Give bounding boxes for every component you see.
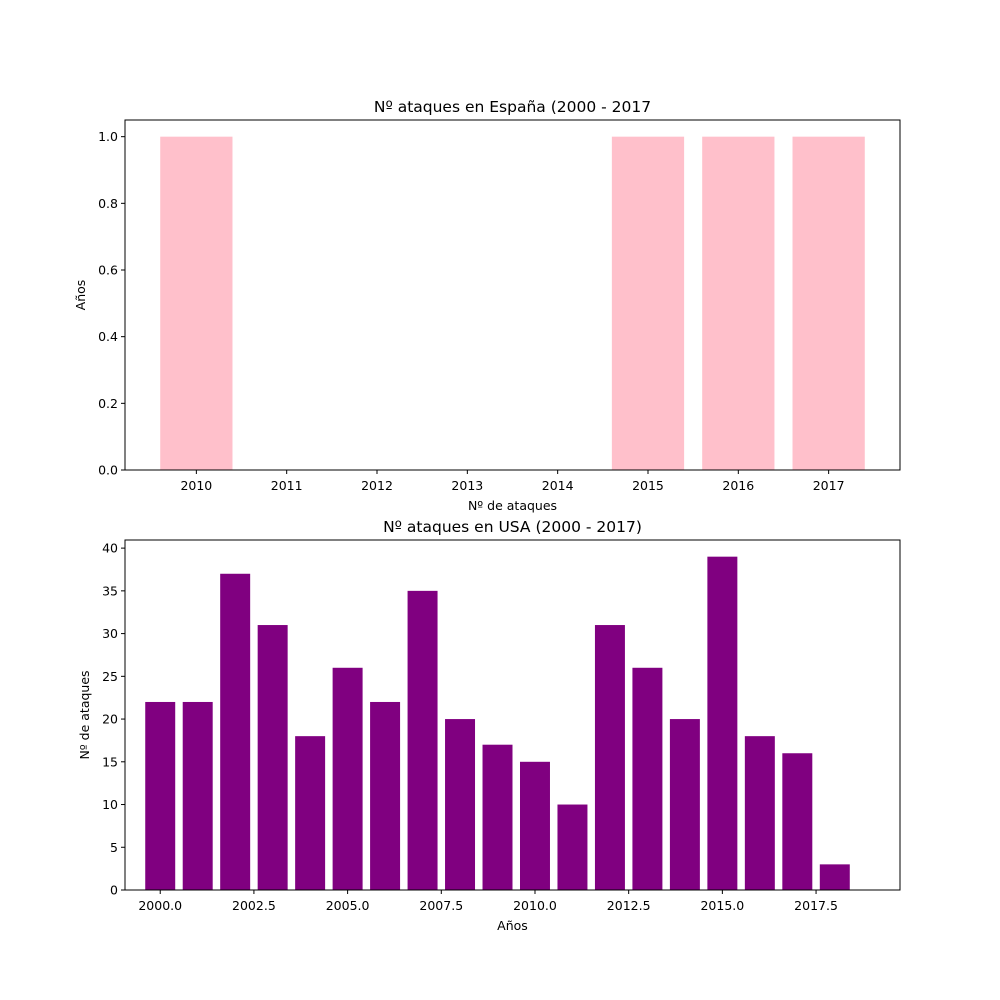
y-tick-label: 15 — [102, 754, 118, 769]
chart-spain-y-ticks: 0.0 0.2 0.4 0.6 0.8 1.0 — [98, 129, 125, 478]
bar — [611, 136, 685, 470]
bar — [445, 719, 476, 890]
x-tick-label: 2012 — [361, 478, 393, 493]
y-tick-label: 40 — [102, 541, 118, 556]
x-tick-label: 2007.5 — [419, 898, 463, 913]
bar — [669, 719, 700, 890]
y-tick-label: 1.0 — [98, 129, 118, 144]
x-tick-label: 2010.0 — [513, 898, 557, 913]
chart-usa-x-axis-label: Años — [497, 918, 528, 933]
y-tick-label: 10 — [102, 797, 118, 812]
x-tick-label: 2015 — [632, 478, 664, 493]
chart-spain-title: Nº ataques en España (2000 - 2017 — [374, 98, 651, 116]
bar — [632, 667, 663, 890]
y-tick-label: 25 — [102, 669, 118, 684]
x-tick-label: 2014 — [542, 478, 574, 493]
y-tick-label: 35 — [102, 583, 118, 598]
y-tick-label: 30 — [102, 626, 118, 641]
bar — [295, 736, 326, 890]
bar — [160, 136, 233, 470]
x-tick-label: 2012.5 — [607, 898, 651, 913]
y-tick-label: 0.8 — [98, 196, 118, 211]
bar — [145, 701, 176, 890]
bar — [182, 701, 213, 890]
bar — [557, 804, 588, 890]
bar — [702, 136, 775, 470]
y-tick-label: 5 — [110, 840, 118, 855]
y-tick-label: 0 — [110, 883, 118, 898]
x-tick-label: 2017 — [813, 478, 845, 493]
bar — [370, 701, 401, 890]
x-tick-label: 2002.5 — [232, 898, 276, 913]
x-tick-label: 2011 — [271, 478, 303, 493]
chart-usa: Nº ataques en USA (2000 - 2017) 0 5 10 15 20… — [77, 518, 901, 933]
bar — [819, 864, 850, 890]
bar — [707, 556, 738, 890]
bar — [594, 625, 625, 890]
bar — [220, 573, 251, 890]
chart-spain-x-ticks: 2010 2011 2012 2013 2014 2015 2016 2017 — [180, 470, 845, 493]
bar — [482, 744, 513, 890]
chart-usa-frame — [124, 539, 901, 891]
x-tick-label: 2015.0 — [700, 898, 744, 913]
y-tick-label: 0.0 — [98, 463, 118, 478]
bar — [782, 753, 813, 890]
x-tick-label: 2000.0 — [138, 898, 182, 913]
chart-spain-y-axis-label: Años — [73, 280, 88, 311]
bar — [332, 667, 363, 890]
x-tick-label: 2005.0 — [326, 898, 370, 913]
y-tick-label: 0.6 — [98, 263, 118, 278]
bar — [519, 761, 550, 890]
chart-spain-bars — [160, 136, 865, 470]
chart-spain-x-axis-label: Nº de ataques — [468, 498, 557, 513]
y-tick-label: 0.4 — [98, 329, 118, 344]
x-tick-label: 2017.5 — [794, 898, 838, 913]
chart-usa-x-ticks: 2000.0 2002.5 2005.0 2007.5 2010.0 2012.5 2015… — [138, 890, 838, 913]
x-tick-label: 2010 — [180, 478, 212, 493]
chart-spain-frame — [124, 119, 901, 471]
chart-usa-y-ticks: 0 5 10 15 20 25 30 35 40 — [102, 541, 125, 898]
chart-usa-y-axis-label: Nº de ataques — [77, 670, 92, 759]
y-tick-label: 0.2 — [98, 396, 118, 411]
chart-usa-title: Nº ataques en USA (2000 - 2017) — [383, 518, 642, 536]
bar — [407, 590, 438, 890]
bar — [792, 136, 865, 470]
x-tick-label: 2013 — [451, 478, 483, 493]
x-tick-label: 2016 — [722, 478, 754, 493]
bar — [257, 625, 288, 890]
chart-spain: Nº ataques en España (2000 - 2017 0.0 0.2… — [73, 98, 901, 513]
y-tick-label: 20 — [102, 712, 118, 727]
chart-usa-bars — [145, 556, 850, 890]
bar — [744, 736, 775, 890]
